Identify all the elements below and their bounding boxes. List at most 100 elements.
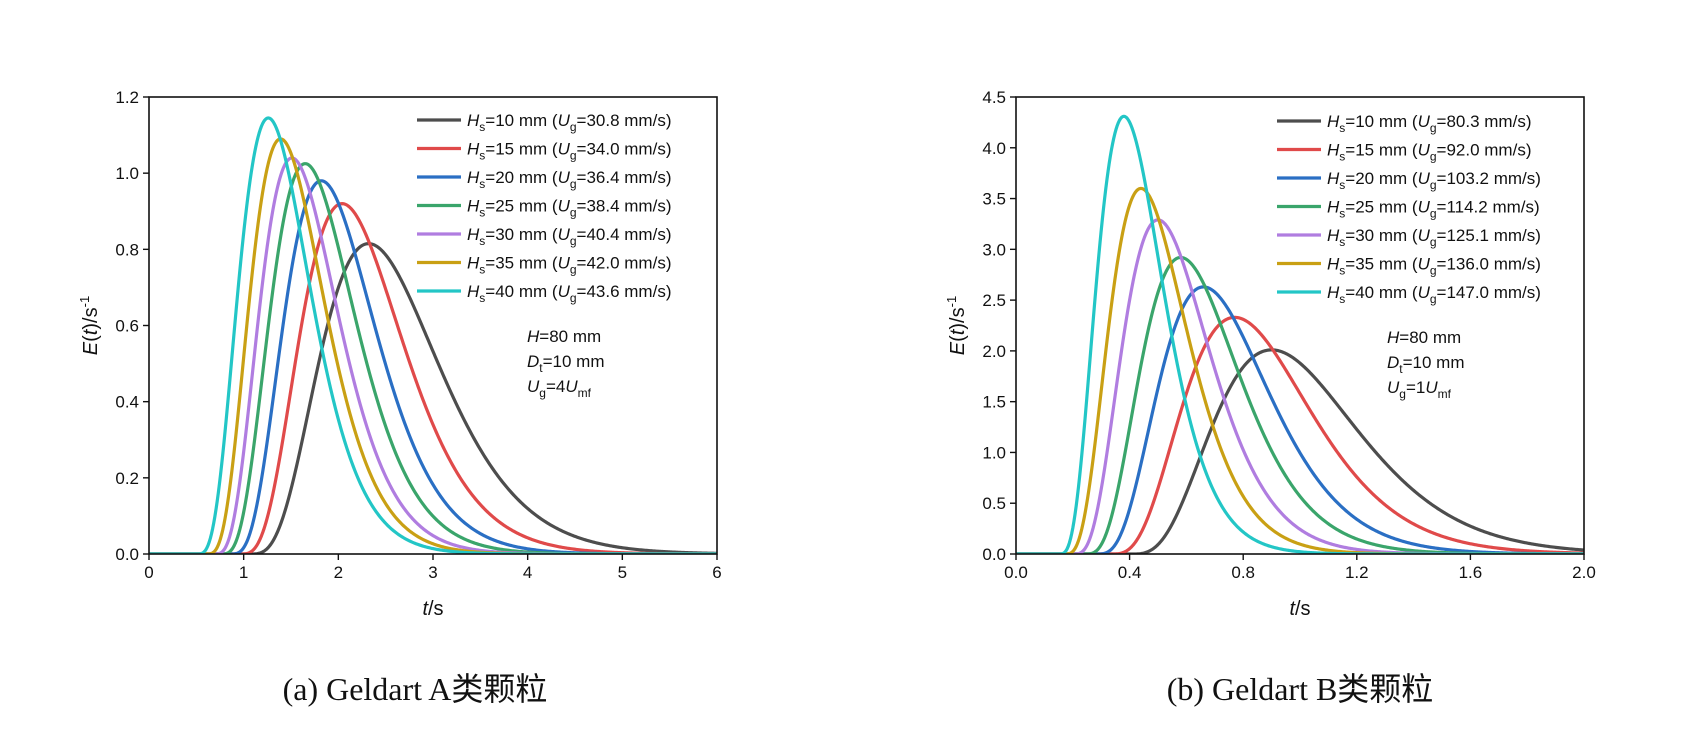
legend-ug-sub: g (570, 291, 577, 305)
y-tick-label: 3.0 (982, 240, 1006, 259)
plot-frame (1015, 96, 1585, 555)
legend-hs-sub: s (479, 234, 485, 248)
legend-hs-sub: s (1339, 178, 1345, 192)
series-line-5 (149, 156, 717, 554)
annotation-symbol: D (527, 352, 539, 371)
legend-hs-sub: s (1339, 150, 1345, 164)
x-tick-label: 1.6 (1459, 563, 1483, 582)
y-axis-exponent: -1 (944, 296, 959, 308)
annotation-sub: g (539, 386, 546, 400)
legend-hs-value: =15 mm ( (485, 140, 558, 159)
legend-hs-sub: s (479, 177, 485, 191)
legend-ug-symbol: U (558, 140, 571, 159)
series-line-1 (1016, 348, 1584, 554)
annotation-symbol: U (527, 377, 540, 396)
legend-ug-sub: g (1430, 178, 1437, 192)
annotation-line: Dt=10 mm (1387, 353, 1465, 376)
legend-ug-symbol: U (1418, 226, 1431, 245)
legend-hs-symbol: H (1327, 283, 1340, 302)
legend-entry: Hs=20 mm (Ug=36.4 mm/s) (467, 168, 671, 191)
legend-hs-symbol: H (467, 168, 480, 187)
x-tick-label: 0 (144, 563, 153, 582)
legend-ug-value: =42.0 mm/s) (577, 254, 672, 273)
y-tick-label: 0.6 (115, 317, 139, 336)
legend-hs-value: =40 mm ( (1345, 283, 1418, 302)
legend-hs-symbol: H (467, 282, 480, 301)
annotation-symbol: H (1387, 328, 1400, 347)
legend-hs-value: =15 mm ( (1345, 141, 1418, 160)
legend-ug-value: =114.2 mm/s) (1437, 198, 1540, 217)
legend-ug-symbol: U (558, 197, 571, 216)
y-tick-label: 1.2 (115, 88, 139, 107)
legend-hs-sub: s (1339, 264, 1345, 278)
legend-ug-value: =80.3 mm/s) (1437, 112, 1532, 131)
x-tick-label: 4 (523, 563, 532, 582)
legend-ug-symbol: U (1418, 141, 1431, 160)
legend-entry: Hs=35 mm (Ug=42.0 mm/s) (467, 254, 671, 277)
legend-ug-sub: g (570, 120, 577, 134)
legend-entry: Hs=20 mm (Ug=103.2 mm/s) (1327, 169, 1541, 192)
x-tick-label: 5 (618, 563, 627, 582)
annotation-symbol: U (1387, 378, 1400, 397)
y-tick-label: 0.2 (115, 469, 139, 488)
legend-hs-value: =10 mm ( (485, 111, 558, 130)
legend-hs-sub: s (1339, 207, 1345, 221)
y-axis-unit: /s (80, 307, 102, 323)
legend-hs-symbol: H (467, 111, 480, 130)
y-tick-label: 0.0 (115, 545, 139, 564)
annotation-value: =80 mm (539, 327, 601, 346)
panel-caption: (b) Geldart B类颗粒 (1167, 671, 1434, 707)
legend-hs-symbol: H (467, 225, 480, 244)
legend-hs-value: =35 mm ( (485, 254, 558, 273)
legend-hs-symbol: H (1327, 141, 1340, 160)
legend-hs-symbol: H (467, 140, 480, 159)
y-tick-label: 4.5 (982, 88, 1006, 107)
y-tick-label: 1.0 (115, 164, 139, 183)
legend-hs-symbol: H (1327, 169, 1340, 188)
annotation-sub: t (1399, 362, 1403, 376)
y-tick-label: 1.5 (982, 393, 1006, 412)
legend-ug-sub: g (1430, 264, 1437, 278)
legend-ug-value: =43.6 mm/s) (577, 282, 672, 301)
legend-hs-value: =25 mm ( (1345, 198, 1418, 217)
y-tick-label: 1.0 (982, 443, 1006, 462)
legend-ug-value: =30.8 mm/s) (577, 111, 672, 130)
x-tick-label: 1.2 (1345, 563, 1369, 582)
y-axis-arg: t (947, 328, 969, 335)
legend-hs-sub: s (479, 206, 485, 220)
annotation-line: H=80 mm (1387, 328, 1461, 347)
y-tick-label: 0.4 (115, 393, 139, 412)
annotation-value: =4 (546, 377, 565, 396)
y-axis-unit: /s (947, 307, 969, 323)
legend-hs-symbol: H (1327, 112, 1340, 131)
legend-ug-sub: g (1430, 292, 1437, 306)
legend-hs-sub: s (479, 120, 485, 134)
legend-ug-sub: g (570, 234, 577, 248)
x-tick-label: 6 (712, 563, 721, 582)
x-axis-unit: /s (1295, 598, 1311, 620)
legend-ug-symbol: U (558, 168, 571, 187)
y-tick-label: 4.0 (982, 139, 1006, 158)
legend-ug-symbol: U (1418, 255, 1431, 274)
annotation-line: Dt=10 mm (527, 352, 605, 375)
legend-hs-value: =35 mm ( (1345, 255, 1418, 274)
x-axis-var: t (422, 598, 429, 620)
legend-hs-sub: s (1339, 235, 1345, 249)
legend-hs-symbol: H (467, 254, 480, 273)
y-tick-label: 0.8 (115, 240, 139, 259)
y-axis-label: E(t)/s-1 (77, 296, 102, 355)
y-axis-arg: t (80, 328, 102, 335)
x-tick-label: 0.0 (1004, 563, 1028, 582)
y-tick-label: 2.5 (982, 291, 1006, 310)
legend-hs-value: =30 mm ( (1345, 226, 1418, 245)
series-line-7 (1016, 114, 1584, 554)
legend-ug-sub: g (1430, 235, 1437, 249)
legend-hs-symbol: H (1327, 198, 1340, 217)
legend-entry: Hs=30 mm (Ug=40.4 mm/s) (467, 225, 671, 248)
legend-hs-value: =25 mm ( (485, 197, 558, 216)
x-tick-label: 0.8 (1231, 563, 1255, 582)
legend-ug-symbol: U (1418, 169, 1431, 188)
legend-entry: Hs=35 mm (Ug=136.0 mm/s) (1327, 255, 1541, 278)
annotation-line: Ug=1Umf (1387, 378, 1452, 401)
y-axis-exponent: -1 (77, 296, 92, 308)
